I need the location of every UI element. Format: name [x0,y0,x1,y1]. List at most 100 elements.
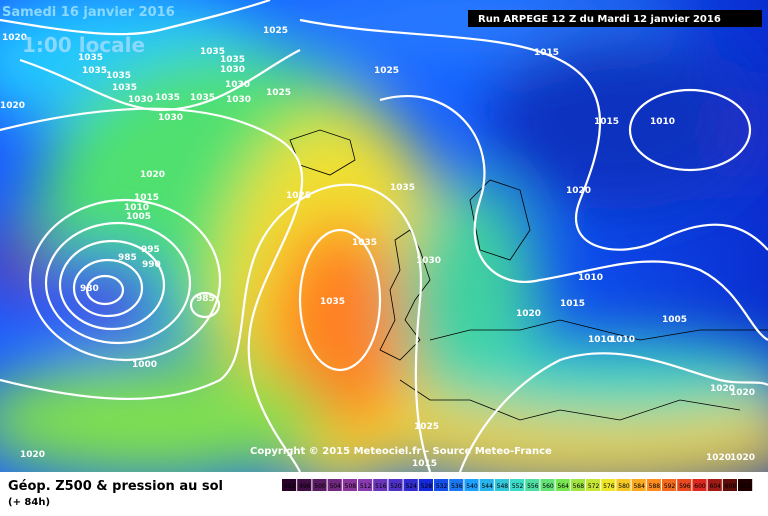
scale-label: 540 [466,483,478,490]
time: 1:00 locale [22,33,145,57]
scale-swatch [692,479,707,491]
isobar-label: 1010 [124,203,149,213]
scale-swatch [373,479,388,491]
isobar-label: 1020 [566,186,591,196]
isobar-label: 1000 [132,360,157,370]
isobar-label: 1015 [134,193,159,203]
scale-label: 548 [497,483,509,490]
isobar-label: 1020 [516,309,541,319]
isobar-label: 1020 [140,170,165,180]
isobar-label: 1020 [730,453,755,463]
scale-label: 508 [345,483,357,490]
scale-label: 600 [694,483,706,490]
scale-swatch [464,479,479,491]
isobar-label: 1035 [112,83,137,93]
isobar-label: 1010 [588,335,613,345]
date: Samedi 16 janvier 2016 [2,5,175,20]
isobar-label: 1035 [155,93,180,103]
scale-swatch [555,479,570,491]
isobar-label: 1030 [158,113,183,123]
scale-swatch [631,479,646,491]
scale-label: 516 [375,483,387,490]
isobar-label: 1020 [2,33,27,43]
scale-swatch [677,479,692,491]
run: Run ARPEGE 12 Z du Mardi 12 janvier 2016 [478,14,721,25]
scale-label: 500 [314,483,326,490]
isobar-label: 1030 [225,80,250,90]
scale-label: 568 [573,483,585,490]
footer-lead: (+ 84h) [8,497,50,508]
copyright: Copyright © 2015 Meteociel.fr - Source M… [250,446,552,457]
scale-swatch [312,479,327,491]
isobar-label: 1010 [650,117,675,127]
isobar-label: 1010 [578,273,603,283]
scale-swatch [707,479,722,491]
isobar-label: 980 [80,284,99,294]
isobar-label: 1015 [594,117,619,127]
isobar-label: 1035 [82,66,107,76]
isobar-label: 985 [196,294,215,304]
coastlines [289,129,768,421]
scale-label: 612 [740,483,752,490]
scale-label: 564 [557,483,569,490]
isobar-label: 1030 [128,95,153,105]
scale-swatch [616,479,631,491]
scale-label: 608 [725,483,737,490]
scale-label: 528 [421,483,433,490]
scale-swatch [479,479,494,491]
isobar-label: 1025 [286,191,311,201]
scale-swatch [722,479,737,491]
isobar-label: 1035 [390,183,415,193]
scale-swatch [738,479,753,491]
scale-swatch [297,479,312,491]
isobar-label: 1020 [706,453,731,463]
isobar-label: 1035 [200,47,225,57]
scale-swatch [525,479,540,491]
isobars [0,0,768,472]
scale-label: 572 [588,483,600,490]
scale-swatch [494,479,509,491]
scale-swatch [403,479,418,491]
scale-swatch [282,479,297,491]
scale-swatch [342,479,357,491]
isobar-label: 995 [141,245,160,255]
scale-label: 552 [512,483,524,490]
scale-label: 532 [436,483,448,490]
scale-swatch [601,479,616,491]
scale-swatch [586,479,601,491]
scale-label: 512 [360,483,372,490]
scale-label: 576 [603,483,615,490]
isobar-label: 1005 [126,212,151,222]
isobar-label: 1035 [320,297,345,307]
scale-swatch [662,479,677,491]
scale-label: 592 [664,483,676,490]
scale-label: 544 [481,483,493,490]
scale-label: 536 [451,483,463,490]
scale-label: 520 [390,483,402,490]
scale-swatch [449,479,464,491]
isobar-label: 1025 [266,88,291,98]
scale-label: 560 [542,483,554,490]
scale-label: 584 [633,483,645,490]
isobar-label: 1005 [662,315,687,325]
isobar-label: 1035 [352,238,377,248]
scale-swatch [646,479,661,491]
scale-swatch [388,479,403,491]
isobar-label: 1020 [710,384,735,394]
isobar-label: 1030 [226,95,251,105]
isobar-label: 1015 [412,459,437,469]
scale-swatch [327,479,342,491]
scale-swatch [510,479,525,491]
footer-title: Géop. Z500 & pression au sol [8,479,223,494]
scale-label: 504 [329,483,341,490]
isobar-label: 1025 [374,66,399,76]
isobar-label: 1020 [730,388,755,398]
scale-label: 556 [527,483,539,490]
isobar-label: 1025 [263,26,288,36]
scale-label: 524 [405,483,417,490]
isobar-label: 1020 [0,101,25,111]
footer-bg [0,472,768,512]
scale-label: 580 [618,483,630,490]
